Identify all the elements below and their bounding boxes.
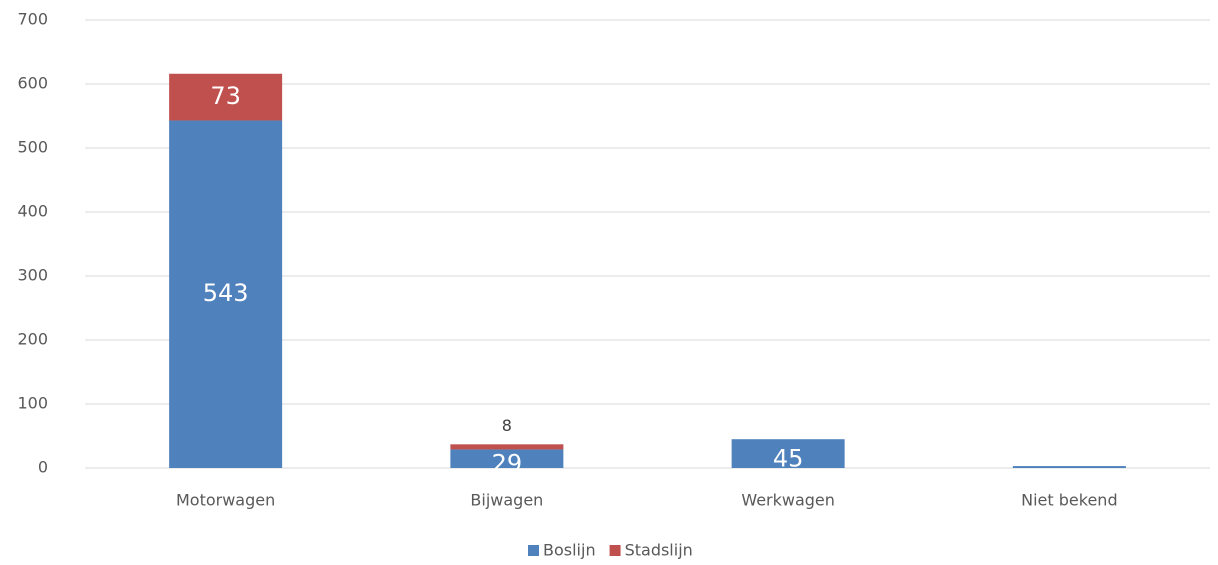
y-tick-label: 100 xyxy=(17,394,48,413)
legend-label: Boslijn xyxy=(543,541,596,560)
data-label: 29 xyxy=(492,450,523,478)
bar-segment xyxy=(169,120,283,468)
data-label: 543 xyxy=(203,279,249,307)
data-label: 45 xyxy=(773,445,804,473)
bar-segment xyxy=(169,73,283,121)
legend-swatch xyxy=(609,545,621,556)
legend-label: Stadslijn xyxy=(625,541,693,560)
bar-segment xyxy=(731,439,845,468)
y-tick-label: 400 xyxy=(17,202,48,221)
data-label: 8 xyxy=(502,416,512,435)
x-tick-label: Bijwagen xyxy=(470,491,543,510)
bar-segment xyxy=(1012,466,1126,468)
y-tick-label: 500 xyxy=(17,138,48,157)
x-tick-label: Motorwagen xyxy=(176,491,275,510)
data-label: 73 xyxy=(210,82,241,110)
legend-swatch xyxy=(528,545,539,556)
y-tick-label: 700 xyxy=(17,10,48,29)
y-tick-label: 200 xyxy=(17,330,48,349)
x-tick-label: Werkwagen xyxy=(741,491,835,510)
y-tick-label: 0 xyxy=(38,458,48,477)
y-tick-label: 600 xyxy=(17,74,48,93)
y-tick-label: 300 xyxy=(17,266,48,285)
bar-segment xyxy=(450,444,564,450)
x-tick-label: Niet bekend xyxy=(1021,491,1117,510)
bar-segment xyxy=(450,449,564,468)
